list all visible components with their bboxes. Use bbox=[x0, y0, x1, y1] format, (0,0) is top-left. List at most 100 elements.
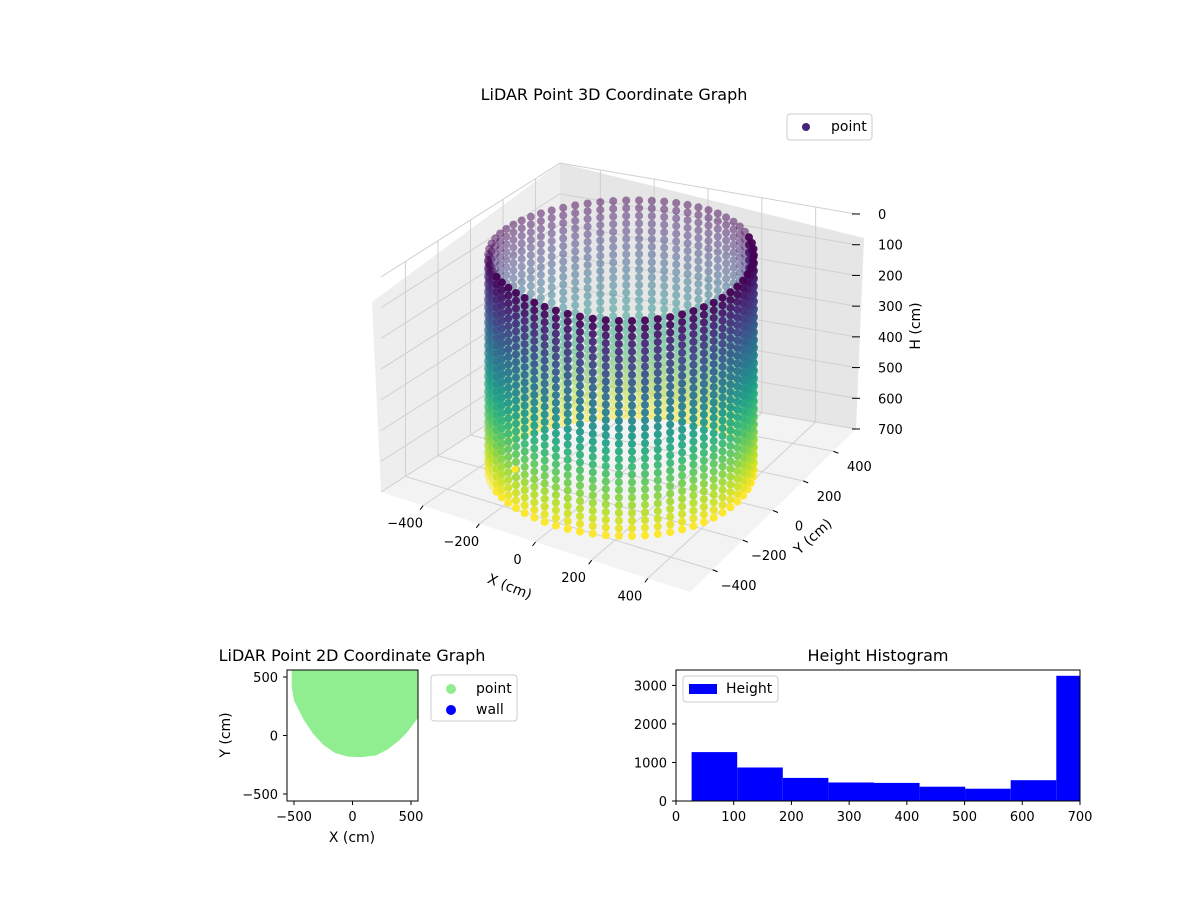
point-3d bbox=[530, 459, 539, 468]
point-3d bbox=[666, 497, 675, 506]
point-3d bbox=[726, 296, 735, 304]
point-3d bbox=[722, 213, 731, 222]
point-3d bbox=[622, 211, 631, 220]
point-3d bbox=[678, 440, 687, 449]
point-3d bbox=[660, 305, 669, 314]
point-3d bbox=[497, 301, 506, 310]
point-3d bbox=[517, 278, 526, 286]
point-3d bbox=[517, 262, 526, 271]
point-3d bbox=[530, 513, 539, 522]
point-3d bbox=[540, 418, 549, 426]
point-3d bbox=[628, 486, 636, 494]
point-3d bbox=[666, 397, 675, 406]
point-3d bbox=[729, 225, 738, 234]
point-3d bbox=[504, 383, 513, 392]
point-3d bbox=[628, 447, 636, 456]
point-3d bbox=[647, 250, 656, 259]
point-3d bbox=[733, 282, 742, 291]
ticks-3d: −400 −200 0 200 400 −400 −200 0 200 400 0 100 200 300… bbox=[387, 208, 903, 604]
point-3d bbox=[709, 406, 718, 415]
point-3d bbox=[647, 327, 656, 336]
point-3d bbox=[509, 259, 518, 267]
point-3d bbox=[722, 259, 731, 268]
point-3d bbox=[641, 339, 649, 348]
point-3d bbox=[551, 498, 560, 507]
z-tick-label-3d: 200 bbox=[878, 269, 903, 284]
point-3d bbox=[551, 414, 560, 423]
point-3d bbox=[699, 464, 708, 473]
point-3d bbox=[563, 340, 572, 349]
point-3d bbox=[520, 393, 529, 402]
point-3d bbox=[660, 259, 669, 268]
point-3d bbox=[718, 493, 727, 502]
point-3d bbox=[713, 247, 722, 256]
point-3d bbox=[709, 436, 718, 445]
point-3d bbox=[563, 471, 572, 480]
point-3d bbox=[678, 348, 687, 357]
point-3d bbox=[601, 508, 610, 517]
point-3d bbox=[540, 456, 549, 465]
point-3d bbox=[497, 324, 506, 333]
point-3d bbox=[709, 467, 718, 476]
point-3d bbox=[504, 406, 513, 415]
point-3d bbox=[520, 355, 529, 364]
point-3d bbox=[678, 471, 687, 480]
point-3d bbox=[601, 362, 610, 371]
point-3d bbox=[517, 216, 526, 225]
point-3d bbox=[484, 250, 493, 259]
point-3d bbox=[628, 501, 636, 510]
point-3d bbox=[601, 346, 610, 355]
point-3d bbox=[497, 432, 506, 440]
y-axis-label-2d: Y (cm) bbox=[218, 712, 234, 758]
point-3d bbox=[699, 456, 708, 465]
point-3d bbox=[547, 267, 556, 276]
point-3d bbox=[653, 422, 662, 431]
point-3d bbox=[497, 455, 506, 463]
point-3d bbox=[713, 240, 722, 249]
point-3d bbox=[614, 401, 623, 410]
point-3d bbox=[718, 508, 727, 517]
point-3d bbox=[509, 228, 518, 237]
point-3d bbox=[653, 322, 662, 331]
point-3d bbox=[576, 489, 584, 498]
point-3d bbox=[729, 271, 738, 280]
y-tick-label-histogram: 2000 bbox=[634, 718, 667, 733]
legend-2d-marker-point bbox=[446, 684, 456, 694]
point-3d bbox=[653, 338, 662, 347]
point-3d bbox=[672, 344, 681, 353]
x-tick-label-2d: 500 bbox=[399, 810, 424, 825]
point-3d bbox=[576, 397, 584, 406]
point-3d bbox=[672, 383, 681, 392]
point-3d bbox=[520, 455, 529, 464]
point-3d bbox=[588, 468, 597, 477]
point-3d bbox=[678, 433, 687, 442]
point-3d bbox=[628, 401, 636, 410]
point-3d bbox=[609, 312, 618, 321]
point-3d bbox=[641, 470, 649, 478]
y-tick-3d bbox=[712, 569, 718, 573]
point-3d bbox=[540, 356, 549, 365]
x-tick-label-3d: −400 bbox=[387, 517, 423, 532]
point-3d bbox=[689, 429, 698, 438]
point-3d bbox=[683, 270, 692, 278]
point-3d bbox=[699, 441, 708, 450]
point-3d bbox=[635, 250, 644, 259]
point-3d bbox=[530, 452, 539, 461]
point-3d bbox=[551, 383, 560, 392]
x-tick-label-histogram: 0 bbox=[672, 810, 680, 825]
point-3d bbox=[718, 355, 727, 364]
z-tick-label-3d: 400 bbox=[878, 331, 903, 346]
point-3d bbox=[530, 360, 539, 369]
point-3d bbox=[635, 288, 644, 297]
point-3d bbox=[726, 480, 735, 489]
point-3d bbox=[653, 430, 662, 439]
point-3d bbox=[704, 290, 713, 299]
point-3d bbox=[520, 340, 529, 349]
y-tick-label-2d: −500 bbox=[242, 788, 278, 803]
point-3d bbox=[576, 519, 584, 528]
z-tick-label-3d: 600 bbox=[878, 392, 903, 407]
point-3d bbox=[699, 349, 708, 358]
point-3d bbox=[576, 450, 584, 459]
chart-3d: LiDAR Point 3D Coordinate Graph X (cm) Y… bbox=[372, 85, 924, 604]
point-3d bbox=[718, 347, 727, 356]
